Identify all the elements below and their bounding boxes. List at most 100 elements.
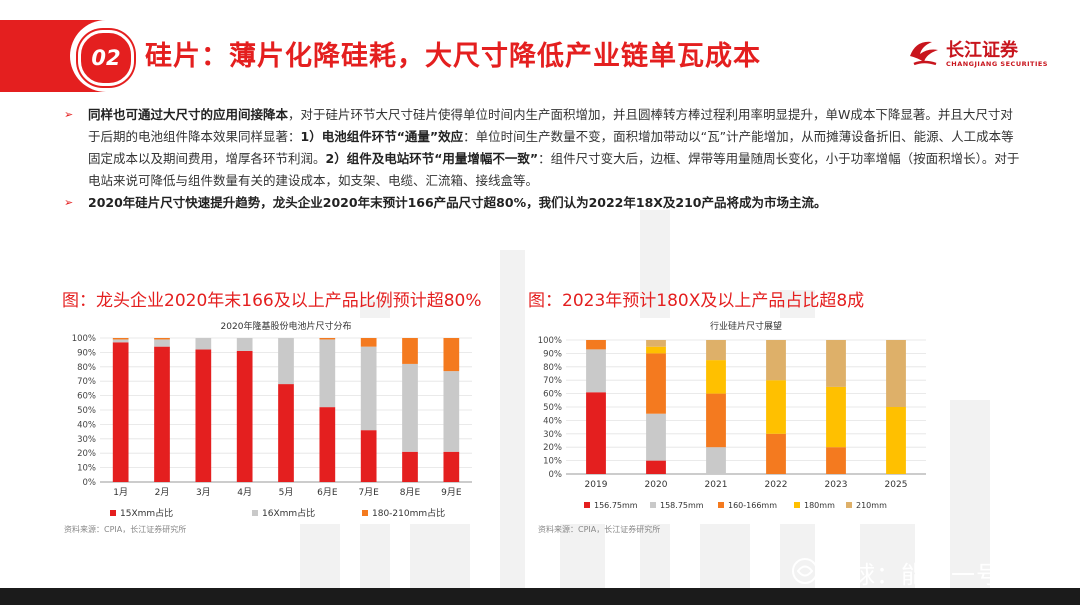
legend-label: 15Xmm占比 xyxy=(120,507,173,519)
y-tick-label: 70% xyxy=(77,377,96,387)
x-tick-label: 2021 xyxy=(705,480,728,490)
y-tick-label: 50% xyxy=(77,406,96,416)
bar-segment xyxy=(646,340,666,347)
bar-segment xyxy=(443,451,460,482)
bar-segment xyxy=(319,338,336,340)
bar-segment xyxy=(706,340,726,361)
left-stacked-bar-chart: 2020年隆基股份电池片尺寸分布 0% 10% 20% 30% 40% 50% 60% 70% 8… xyxy=(72,320,472,519)
bar-segment xyxy=(826,447,846,474)
legend-swatch xyxy=(718,502,724,508)
bar-segment xyxy=(766,380,786,434)
section-number-badge: 02 xyxy=(78,30,134,86)
y-tick-label: 30% xyxy=(543,430,562,440)
p1-text-3: ：组件尺寸变大后，边框、焊带等用量随周长变化，小于功率增幅（按面积增长）。对于电… xyxy=(88,151,1020,188)
bar-segment xyxy=(360,346,377,431)
y-tick-label: 80% xyxy=(77,363,96,373)
right-figure-title: 图：2023年预计180X及以上产品占比超8成 xyxy=(528,291,865,311)
y-tick-label: 0% xyxy=(549,470,563,480)
y-tick-label: 60% xyxy=(77,392,96,402)
legend-label: 156.75mm xyxy=(594,501,638,510)
x-tick-label: 2025 xyxy=(885,480,908,490)
header-band xyxy=(0,20,1080,92)
bar-segment xyxy=(112,338,129,340)
paragraph-2: ➢ 2020年硅片尺寸快速提升趋势，龙头企业2020年末预计166产品尺寸超80… xyxy=(64,192,1024,214)
bar-segment xyxy=(646,346,666,354)
bullet-arrow-icon: ➢ xyxy=(64,196,74,209)
x-tick-label: 2月 xyxy=(155,487,170,498)
x-tick-label: 2022 xyxy=(765,480,788,490)
legend-label: 160-166mm xyxy=(728,501,777,510)
x-tick-label: 7月E xyxy=(358,487,379,498)
legend-label: 158.75mm xyxy=(660,501,704,510)
bar-segment xyxy=(646,413,666,461)
y-tick-label: 100% xyxy=(538,336,562,346)
logo-text-cn: 长江证券 xyxy=(946,40,1018,61)
bullet-arrow-icon: ➢ xyxy=(64,108,74,121)
x-tick-label: 4月 xyxy=(237,487,252,498)
slide: 02 硅片：薄片化降硅耗，大尺寸降低产业链单瓦成本 长江证券 CHANGJIAN… xyxy=(0,0,1080,588)
bar-segment xyxy=(319,407,336,482)
legend-swatch xyxy=(794,502,800,508)
legend-swatch xyxy=(584,502,590,508)
left-source-note: 资料来源：CPIA，长江证券研究所 xyxy=(64,525,187,534)
bar-segment xyxy=(443,371,460,452)
x-tick-label: 3月 xyxy=(196,487,211,498)
legend-label: 210mm xyxy=(856,501,887,510)
bar-segment xyxy=(236,350,253,482)
bar-segment xyxy=(278,338,294,385)
logo-emblem-icon xyxy=(910,41,938,66)
right-chart-panel: 行业硅片尺寸展望 0% 10% 20% 30% 40% 50% 60% 70% 80% 90% 100… xyxy=(530,318,940,524)
company-logo: 长江证券 CHANGJIANG SECURITIES xyxy=(906,36,1048,76)
y-tick-label: 50% xyxy=(543,403,562,413)
chart-title: 行业硅片尺寸展望 xyxy=(710,320,782,332)
legend-swatch xyxy=(110,510,116,516)
page-title: 硅片：薄片化降硅耗，大尺寸降低产业链单瓦成本 xyxy=(145,41,761,72)
p1-bold-3: 2）组件及电站环节“用量增幅不一致” xyxy=(325,151,539,166)
legend-swatch xyxy=(650,502,656,508)
x-tick-label: 2019 xyxy=(585,480,608,490)
bar-segment xyxy=(195,349,212,482)
x-tick-label: 8月E xyxy=(400,487,421,498)
y-tick-label: 90% xyxy=(543,349,562,359)
bar-segment xyxy=(886,340,906,407)
bar-segment xyxy=(195,338,212,350)
legend-label: 180-210mm占比 xyxy=(372,507,445,519)
legend-swatch xyxy=(252,510,258,516)
bar-segment xyxy=(646,353,666,414)
bar-segment xyxy=(886,407,906,474)
y-tick-label: 70% xyxy=(543,376,562,386)
y-tick-label: 20% xyxy=(543,443,562,453)
bar-segment xyxy=(402,363,418,452)
body-text: ➢ 同样也可通过大尺寸的应用间接降本，对于硅片环节大尺寸硅片使得单位时间内生产面… xyxy=(64,104,1024,214)
y-tick-label: 80% xyxy=(543,363,562,373)
right-stacked-bar-chart: 行业硅片尺寸展望 0% 10% 20% 30% 40% 50% 60% 70% 80% 90% 100… xyxy=(538,320,926,510)
legend-swatch xyxy=(846,502,852,508)
x-tick-label: 9月E xyxy=(441,487,462,498)
x-tick-label: 1月 xyxy=(113,487,128,498)
y-tick-label: 100% xyxy=(72,334,96,344)
y-tick-label: 0% xyxy=(83,478,97,488)
x-tick-label: 6月E xyxy=(317,487,338,498)
bar-segment xyxy=(319,339,336,408)
bar-segment xyxy=(706,360,726,394)
y-tick-label: 10% xyxy=(77,464,96,474)
bar-segment xyxy=(443,338,460,372)
x-tick-label: 2023 xyxy=(825,480,848,490)
y-tick-label: 40% xyxy=(77,420,96,430)
bar-segment xyxy=(154,339,170,347)
p1-bold-2: 1）电池组件环节“通量”效应 xyxy=(300,129,464,144)
p2-bold: 2020年硅片尺寸快速提升趋势，龙头企业2020年末预计166产品尺寸超80%，… xyxy=(88,195,827,210)
y-tick-label: 40% xyxy=(543,416,562,426)
left-figure-title: 图：龙头企业2020年末166及以上产品比例预计超80% xyxy=(62,291,482,311)
bar-segment xyxy=(154,346,170,482)
snowball-logo-icon xyxy=(792,558,818,584)
bar-segment xyxy=(586,340,606,350)
bar-segment xyxy=(826,386,846,448)
y-tick-label: 20% xyxy=(77,449,96,459)
bar-segment xyxy=(706,393,726,448)
x-tick-label: 5月 xyxy=(279,487,294,498)
bar-segment xyxy=(706,447,726,474)
logo-text-en: CHANGJIANG SECURITIES xyxy=(946,60,1048,68)
bar-segment xyxy=(402,451,418,482)
x-tick-label: 2020 xyxy=(645,480,668,490)
